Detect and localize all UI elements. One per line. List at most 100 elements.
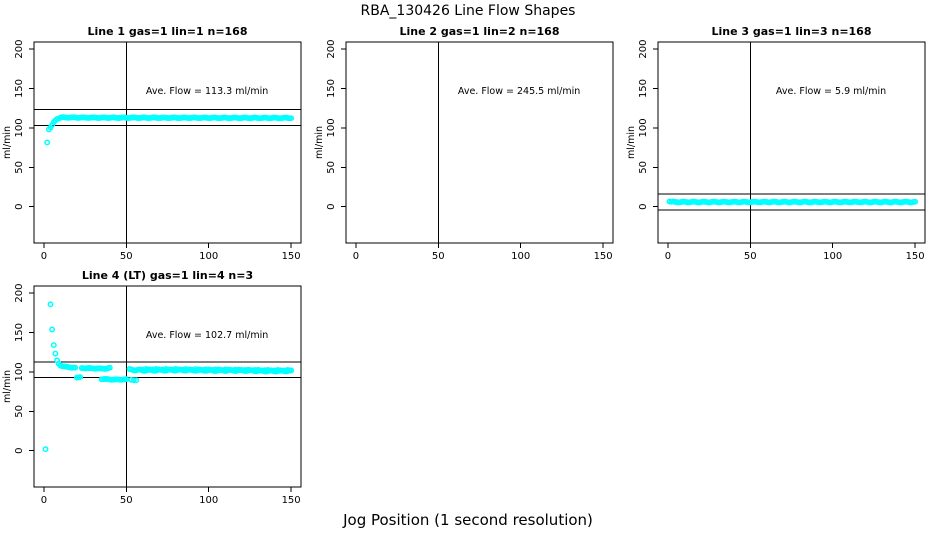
ave-flow-label: Ave. Flow = 102.7 ml/min [146, 330, 268, 341]
data-point [288, 367, 295, 374]
x-tick-label: 150 [594, 251, 613, 262]
x-tick-label: 50 [120, 251, 133, 262]
y-tick-label: 150 [326, 79, 337, 98]
data-point [179, 366, 186, 373]
x-tick-label: 0 [41, 251, 47, 262]
data-point [50, 342, 57, 349]
subplot-canvas: Line 2 gas=1 lin=2 n=168 0 50 100 150 0 50 100 1… [314, 25, 614, 262]
y-tick-label: 100 [14, 118, 25, 137]
y-tick-label: 0 [638, 204, 649, 210]
x-tick-label: 0 [41, 495, 47, 506]
data-point [212, 366, 219, 373]
data-point [238, 367, 245, 374]
data-point [255, 366, 262, 373]
data-point [251, 367, 258, 373]
y-tick-label: 150 [14, 79, 25, 98]
data-point [47, 301, 54, 308]
y-tick-label: 50 [14, 161, 25, 174]
y-tick-label: 100 [326, 118, 337, 137]
data-point [245, 366, 252, 373]
y-tick-label: 50 [14, 405, 25, 418]
data-point [189, 366, 196, 373]
data-point [268, 367, 275, 374]
x-tick-label: 150 [906, 251, 925, 262]
data-point [159, 366, 166, 373]
x-tick-label: 0 [353, 251, 359, 262]
data-point [172, 366, 179, 372]
data-point [162, 366, 169, 372]
data-point [156, 366, 163, 373]
y-tick-label: 0 [14, 204, 25, 210]
data-point [261, 367, 268, 374]
y-tick-label: 200 [326, 40, 337, 59]
y-axis-label: ml/min [2, 370, 13, 403]
x-tick-label: 150 [282, 251, 301, 262]
subplot-line-4-lt: Line 4 (LT) gas=1 lin=4 n=3 0 50 100 150 0 50 1… [0, 264, 312, 508]
data-point [912, 198, 919, 205]
y-axis-label: ml/min [626, 126, 637, 159]
subplot-title: Line 3 gas=1 lin=3 n=168 [711, 25, 871, 38]
y-axis-label: ml/min [314, 126, 325, 159]
y-tick-label: 100 [14, 362, 25, 381]
data-point [218, 367, 225, 374]
data-point [228, 367, 235, 374]
data-point [274, 367, 281, 373]
data-point [133, 377, 140, 384]
subplot-line-2: Line 2 gas=1 lin=2 n=168 0 50 100 150 0 50 100 1… [312, 20, 624, 264]
subplot-canvas: Line 4 (LT) gas=1 lin=4 n=3 0 50 100 150 0 50 1… [2, 269, 302, 506]
subplot-title: Line 4 (LT) gas=1 lin=4 n=3 [82, 269, 253, 282]
ave-flow-label: Ave. Flow = 245.5 ml/min [458, 86, 580, 97]
data-series [73, 374, 84, 381]
y-tick-label: 0 [326, 204, 337, 210]
data-point [153, 366, 159, 372]
subplot-canvas: Line 3 gas=1 lin=3 n=168 0 50 100 150 0 50 100 1… [626, 25, 926, 262]
data-point [176, 366, 182, 373]
data-point [271, 367, 278, 374]
data-point [235, 366, 242, 373]
data-series [42, 446, 49, 453]
data-point [209, 367, 215, 373]
data-series [666, 198, 919, 206]
data-series [136, 366, 295, 374]
data-point [77, 374, 84, 381]
data-point [258, 367, 265, 374]
data-point [225, 366, 232, 373]
x-tick-label: 0 [665, 251, 671, 262]
data-point [143, 366, 150, 372]
y-tick-label: 150 [638, 79, 649, 98]
data-point [288, 115, 295, 122]
x-tick-label: 100 [511, 251, 530, 262]
data-point [139, 366, 146, 373]
data-point [248, 367, 255, 374]
subplot-line-1: Line 1 gas=1 lin=1 n=168 0 50 100 150 0 50 100 1… [0, 20, 312, 264]
data-point [215, 366, 222, 373]
data-point [281, 367, 288, 374]
subplot-title: Line 1 gas=1 lin=1 n=168 [87, 25, 247, 38]
data-point [136, 366, 143, 373]
x-tick-label: 100 [823, 251, 842, 262]
data-point [42, 446, 49, 453]
x-tick-label: 50 [120, 495, 133, 506]
y-tick-label: 150 [14, 323, 25, 342]
data-point [205, 366, 212, 373]
data-point [49, 326, 56, 333]
subplot-canvas: Line 1 gas=1 lin=1 n=168 0 50 100 150 0 50 100 1… [2, 25, 302, 262]
data-point [192, 366, 199, 373]
y-tick-label: 200 [14, 40, 25, 59]
data-series [44, 114, 295, 146]
data-point [52, 350, 59, 357]
data-series [78, 364, 113, 372]
data-point [242, 366, 248, 373]
y-tick-label: 50 [326, 161, 337, 174]
y-tick-label: 0 [14, 448, 25, 454]
data-point [265, 366, 271, 373]
plot-box [33, 285, 302, 488]
data-point [222, 366, 229, 373]
data-point [232, 366, 239, 373]
data-point [199, 366, 206, 373]
y-axis-label: ml/min [2, 126, 13, 159]
data-point [278, 367, 285, 374]
y-tick-label: 200 [14, 284, 25, 303]
data-series [128, 376, 140, 384]
